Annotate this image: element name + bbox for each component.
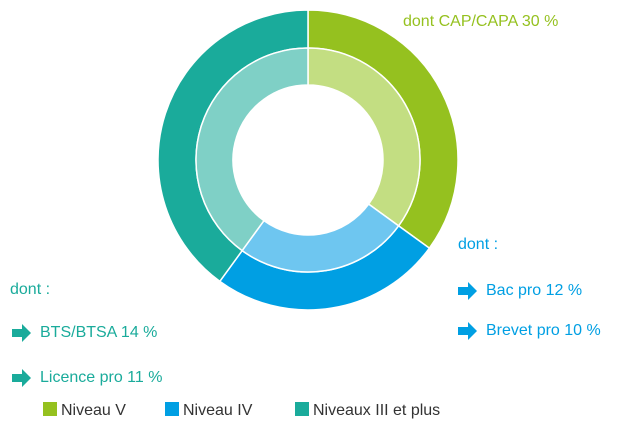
annotation: dont : <box>458 236 498 253</box>
donut-inner-slice <box>195 47 309 252</box>
annotation: Brevet pro 10 % <box>486 322 601 339</box>
legend-label: Niveau IV <box>183 402 253 419</box>
donut-inner-slice <box>307 47 421 227</box>
arrows <box>12 282 477 387</box>
arrow-icon <box>12 369 31 387</box>
legend-label: Niveau V <box>61 402 126 419</box>
legend-label: Niveaux III et plus <box>313 402 440 419</box>
annotation: Bac pro 12 % <box>486 282 582 299</box>
legend-swatch <box>295 402 309 416</box>
arrow-icon <box>458 282 477 300</box>
annotation: BTS/BTSA 14 % <box>40 324 157 341</box>
annotation: dont : <box>10 281 50 298</box>
annotation: dont CAP/CAPA 30 % <box>403 13 558 30</box>
legend-swatch <box>43 402 57 416</box>
arrow-icon <box>12 324 31 342</box>
legend-swatch <box>165 402 179 416</box>
annotation: Licence pro 11 % <box>40 369 162 386</box>
arrow-icon <box>458 322 477 340</box>
